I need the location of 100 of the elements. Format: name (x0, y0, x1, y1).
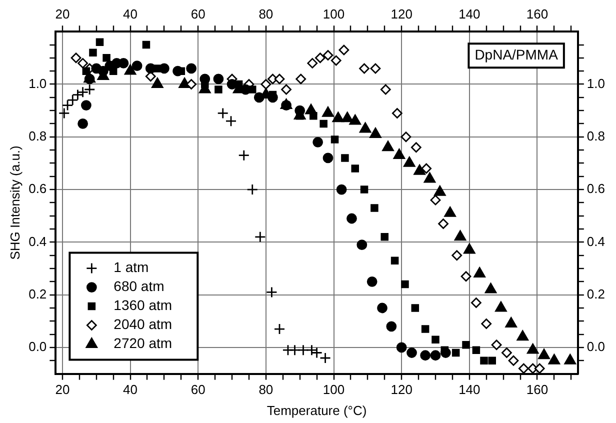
point (414, 164, 426, 175)
y2-tick-label: 1.0 (586, 76, 606, 91)
legend-label: 1360 atm (114, 297, 172, 314)
x-tick-label: 40 (123, 382, 138, 398)
point (80, 100, 92, 111)
point (484, 282, 497, 294)
point (124, 64, 136, 75)
point (505, 317, 518, 328)
point (440, 348, 451, 358)
point (145, 63, 156, 74)
point (480, 356, 488, 365)
point (102, 54, 110, 62)
x-tick-label: 100 (322, 382, 345, 398)
point (382, 140, 394, 152)
y2-tick-label: 0.8 (586, 128, 606, 144)
point (502, 348, 512, 358)
annotation: DpNA/PMMA (474, 46, 559, 62)
x-tick-label: 60 (190, 382, 206, 398)
point (452, 348, 460, 357)
point (320, 120, 328, 128)
point (370, 63, 381, 74)
point (214, 86, 222, 94)
point (410, 142, 422, 153)
point (454, 230, 466, 241)
point (518, 363, 529, 374)
point (401, 280, 409, 288)
legend-label: 2040 atm (114, 316, 172, 332)
point (312, 136, 324, 148)
y-tick-label: 0.6 (28, 181, 47, 196)
x-tick-label: 120 (390, 382, 412, 398)
point (186, 63, 197, 74)
point (548, 354, 560, 364)
point (332, 112, 344, 122)
x-tick-label: 140 (458, 382, 480, 398)
x2-tick-label: 140 (458, 6, 480, 22)
point (430, 194, 441, 206)
point (424, 172, 436, 183)
point (296, 74, 306, 84)
point (452, 250, 462, 261)
point (370, 128, 382, 138)
point (84, 84, 96, 96)
x2-tick-label: 60 (190, 6, 206, 22)
y-axis-title: SHG Intensity (a.u.) (7, 146, 22, 260)
point (495, 301, 507, 312)
point (491, 340, 502, 350)
point (186, 79, 197, 90)
point (341, 154, 349, 162)
point (392, 108, 402, 118)
y2-tick-label: 0.4 (586, 234, 606, 249)
point (336, 184, 347, 195)
point (254, 92, 264, 103)
point (82, 67, 90, 75)
point (396, 342, 407, 353)
point (359, 122, 372, 133)
point (240, 84, 251, 95)
point (390, 256, 399, 264)
point (534, 363, 545, 374)
point (481, 318, 492, 329)
point (434, 185, 446, 196)
point (356, 240, 368, 250)
point (460, 271, 472, 282)
y-tick-label: 0.8 (28, 128, 47, 144)
point (366, 276, 378, 287)
point (322, 152, 334, 164)
y-tick-label: 1.0 (28, 76, 47, 91)
point (346, 213, 357, 224)
y2-tick-label: 0.6 (586, 181, 606, 196)
point (488, 356, 496, 365)
point (472, 346, 480, 354)
y2-tick-label: 0.0 (586, 339, 606, 354)
point (58, 108, 70, 119)
x2-tick-label: 80 (258, 6, 274, 22)
point (360, 186, 368, 194)
point (70, 52, 82, 64)
point (289, 344, 300, 356)
point (516, 330, 529, 341)
point (66, 94, 78, 106)
legend-label: 680 atm (114, 278, 164, 294)
point (142, 40, 150, 49)
x-tick-label: 160 (526, 382, 548, 398)
point (274, 74, 285, 84)
point (266, 286, 278, 298)
point (338, 44, 350, 56)
point (310, 112, 318, 120)
point (470, 298, 482, 308)
x-tick-label: 20 (55, 382, 70, 398)
point (254, 231, 266, 243)
legend-label: 2720 atm (114, 335, 172, 352)
point (96, 38, 104, 46)
point (420, 350, 431, 361)
point (62, 100, 74, 112)
point (98, 66, 108, 76)
y-tick-label: 0.4 (28, 234, 47, 249)
y-tick-label: 0.2 (28, 286, 47, 302)
point (330, 136, 339, 144)
point (238, 150, 250, 162)
legend-label: 1 atm (114, 259, 149, 276)
x2-tick-label: 40 (123, 6, 138, 22)
point (406, 348, 417, 358)
point (322, 106, 334, 117)
